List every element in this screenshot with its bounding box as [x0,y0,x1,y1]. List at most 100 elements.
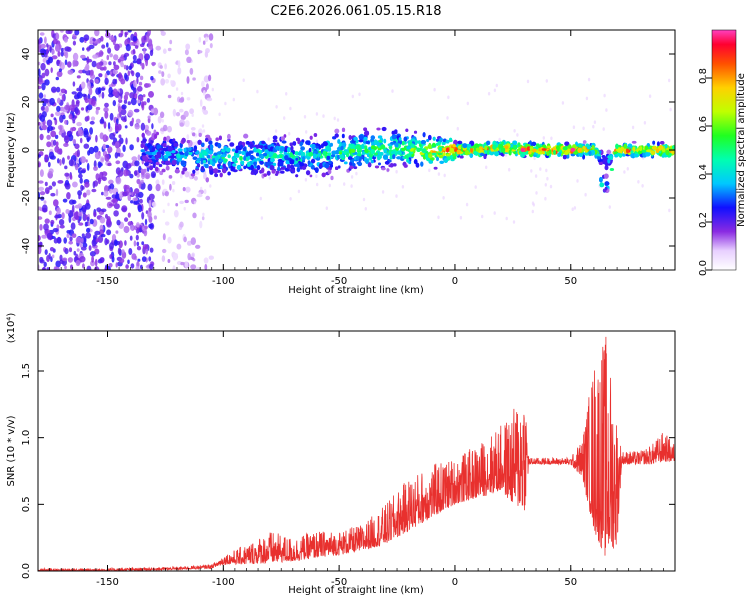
noise-point [104,153,110,162]
band-point [206,155,211,159]
noise-point [64,104,70,111]
noise-point [190,264,197,270]
band-point [598,161,603,165]
band-point [276,142,280,147]
noise-point [183,206,186,211]
band-point [198,132,202,137]
noise-point [526,79,530,84]
noise-point [84,97,89,104]
band-point [609,168,615,171]
noise-point [65,209,70,214]
band-point [202,150,207,156]
noise-point [80,184,84,192]
noise-point [44,158,49,163]
band-point [336,146,342,151]
noise-point [209,184,212,188]
band-point [249,143,253,149]
noise-point [97,258,103,264]
noise-point [117,170,124,177]
band-point [616,152,622,157]
x-tick-label: -150 [96,276,119,287]
noise-point [576,179,579,183]
noise-point [125,65,129,71]
band-point [541,148,547,151]
noise-point [94,151,101,160]
band-point [374,165,380,169]
band-point [227,154,231,159]
band-point [483,154,487,160]
band-point [452,156,457,160]
noise-point [133,80,138,88]
band-point [215,137,219,142]
band-point [259,145,264,149]
band-point [664,144,668,149]
noise-point [603,93,606,98]
band-point [272,139,278,143]
noise-point [122,144,126,152]
noise-point [550,136,553,141]
noise-point [112,69,119,75]
band-point [241,141,246,147]
noise-point [117,123,122,131]
noise-point [39,133,44,141]
band-point [422,132,426,138]
y-tick-label: 40 [21,48,32,61]
noise-point [124,72,128,80]
band-point [192,156,198,160]
band-point [266,170,271,176]
band-point [155,161,160,166]
noise-point [127,109,134,117]
noise-point [125,264,129,269]
noise-point [103,121,107,129]
band-point [602,160,606,165]
noise-point [38,246,42,255]
band-point [656,148,660,154]
noise-point [67,61,72,68]
noise-point [141,212,145,220]
band-point [392,163,397,167]
band-point [331,150,337,155]
noise-point [91,60,97,68]
noise-point [68,113,73,120]
noise-point [267,137,270,141]
spectrogram-y-axis-label: Frequency (Hz) [6,112,17,188]
band-point [513,144,518,150]
noise-point [100,116,104,124]
noise-point [116,219,121,226]
noise-point [107,122,111,130]
noise-point [167,47,172,52]
band-point [432,136,436,141]
band-point [200,161,204,165]
band-point [229,142,235,147]
band-point [341,127,346,132]
band-point [418,143,422,147]
band-point [279,146,285,152]
noise-point [115,160,121,165]
noise-point [57,51,61,57]
band-point [469,153,474,159]
band-point [531,141,537,146]
noise-point [125,137,128,145]
band-point [376,141,380,147]
colorbar-tick-label: 0.2 [698,212,709,228]
noise-point [190,175,193,180]
band-point [248,150,254,154]
noise-point [333,116,336,121]
band-point [358,139,364,143]
noise-point [172,108,177,117]
band-point [479,146,483,150]
noise-point [259,196,262,201]
band-point [649,145,653,150]
noise-point [205,48,210,54]
noise-point [96,62,102,70]
noise-point [285,92,288,96]
noise-point [167,73,171,79]
noise-point [68,247,73,253]
noise-point [59,114,64,123]
noise-point [113,61,116,66]
noise-point [193,200,197,205]
noise-point [83,128,89,135]
x-tick-label: -100 [212,577,235,588]
noise-point [608,205,611,209]
band-point [405,128,409,132]
